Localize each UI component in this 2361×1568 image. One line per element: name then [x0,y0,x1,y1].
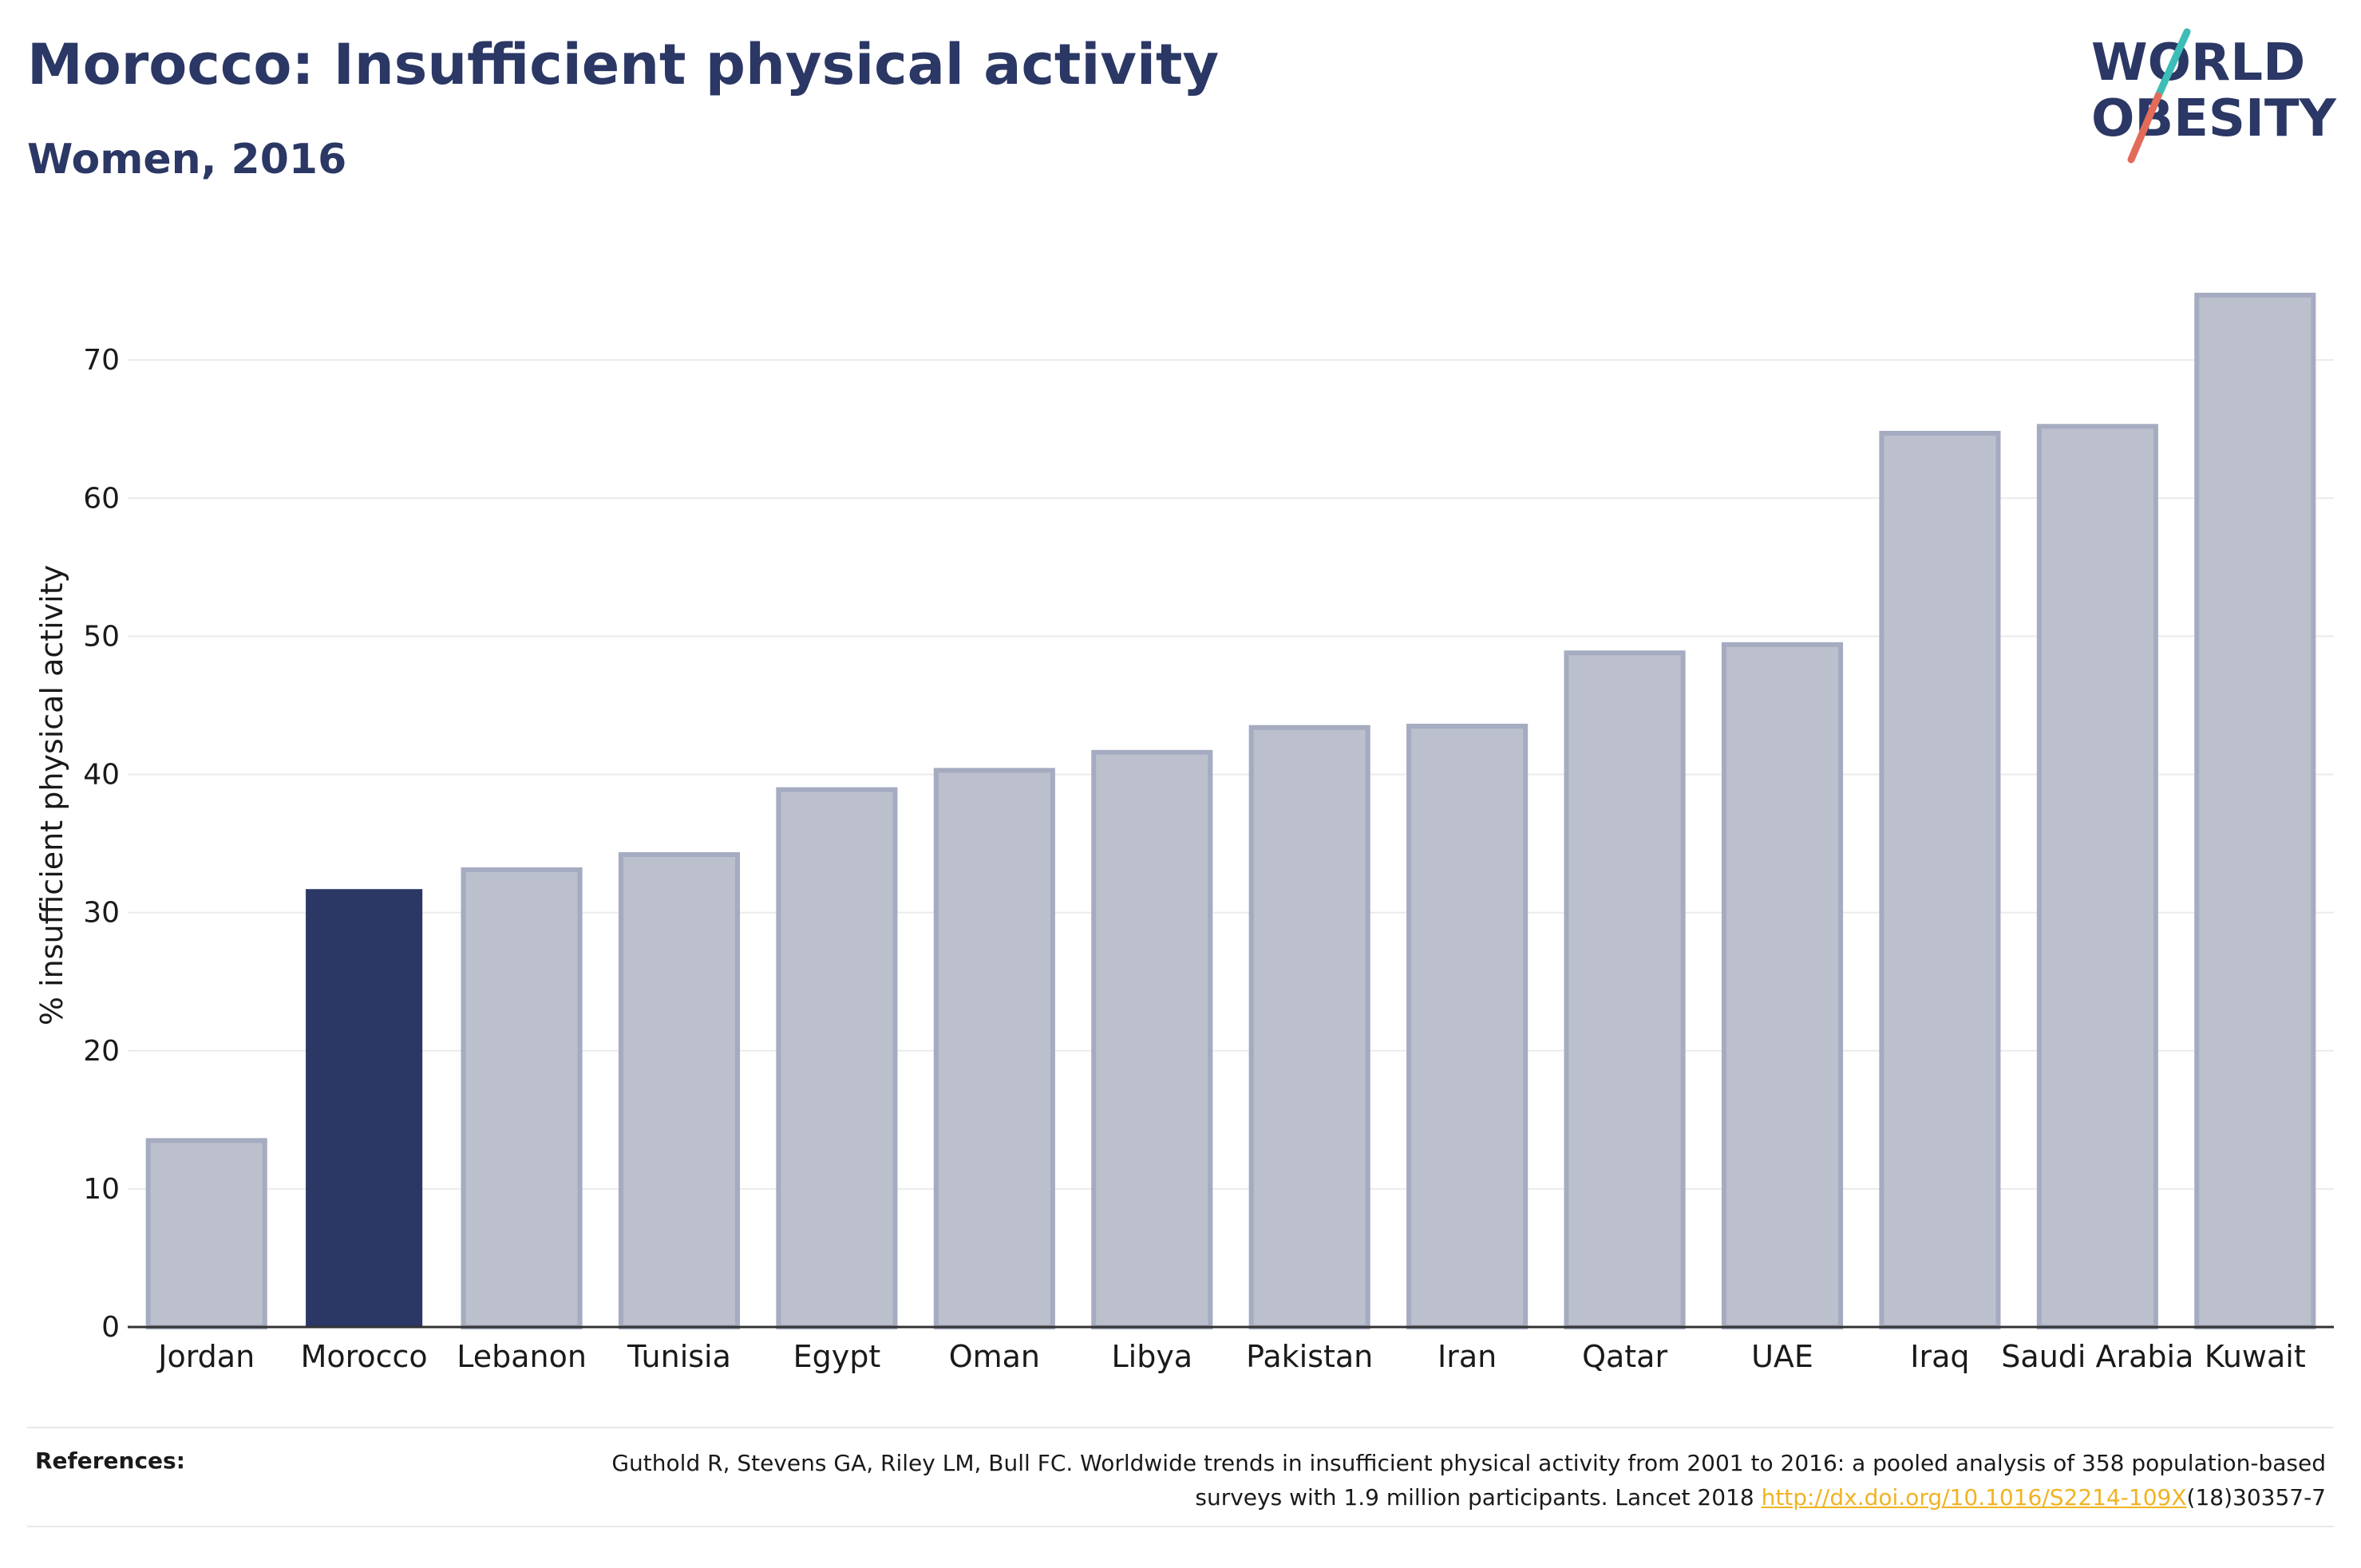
y-tick-label-70: 70 [83,344,120,377]
y-tick-label-0: 0 [101,1311,120,1344]
bar-morocco [306,889,423,1327]
bar-qatar [1564,650,1686,1329]
bar-chart: 0 10 20 30 40 50 60 70 % insufficient physical a… [34,292,2334,1374]
y-tick-label-50: 50 [83,620,120,653]
y-tick-label-20: 20 [83,1035,120,1068]
x-tick-label-tunisia: Tunisia [627,1339,731,1374]
chart-subtitle: Women, 2016 [27,136,347,184]
chart-title: Morocco: Insufficient physical activity [27,32,1220,97]
x-tick-label-jordan: Jordan [156,1339,255,1374]
bar-egypt [776,787,898,1329]
bar-tunisia [618,851,741,1330]
reference-citation: Guthold R, Stevens GA, Riley LM, Bull FC… [611,1450,2326,1511]
y-axis-label: % insufficient physical activity [34,565,69,1025]
x-tick-label-egypt: Egypt [793,1339,881,1374]
references-bottom-rule [27,1526,2334,1527]
bar-iran [1406,723,1529,1329]
x-tick-label-saudi-arabia: Saudi Arabia [2001,1339,2193,1374]
x-tick-label-oman: Oman [949,1339,1040,1374]
bar-iraq [1879,430,2001,1330]
references-top-rule [27,1427,2334,1428]
x-tick-label-iraq: Iraq [1910,1339,1969,1374]
x-tick-label-libya: Libya [1111,1339,1192,1374]
x-tick-label-morocco: Morocco [301,1339,428,1374]
bar-jordan [145,1138,267,1330]
x-tick-label-qatar: Qatar [1582,1339,1667,1374]
bar-uae [1721,642,1844,1329]
bar-lebanon [461,867,583,1330]
y-tick-label-60: 60 [83,482,120,515]
references-text: Guthold R, Stevens GA, Riley LM, Bull FC… [570,1446,2326,1515]
logo-slash-red [2127,92,2162,164]
x-tick-label-iran: Iran [1438,1339,1497,1374]
logo-slash-teal [2154,28,2191,100]
references-label: References: [35,1448,185,1474]
y-tick-label-30: 30 [83,897,120,930]
x-tick-label-lebanon: Lebanon [457,1339,587,1374]
bar-libya [1091,749,1213,1329]
bar-saudi-arabia [2036,424,2158,1329]
bar-kuwait [2194,292,2316,1329]
y-tick-label-10: 10 [83,1173,120,1206]
x-tick-label-uae: UAE [1751,1339,1813,1374]
logo-line-2: OBESITY [2091,89,2336,148]
reference-doi-link[interactable]: http://dx.doi.org/10.1016/S2214-109X [1761,1484,2187,1511]
x-tick-label-kuwait: Kuwait [2205,1339,2306,1374]
logo-line-1: WORLD [2091,34,2305,93]
bar-pakistan [1248,725,1370,1329]
y-tick-label-40: 40 [83,759,120,792]
x-tick-label-pakistan: Pakistan [1246,1339,1373,1374]
reference-citation-suffix: (18)30357-7 [2186,1484,2326,1511]
bar-oman [933,768,1055,1329]
world-obesity-logo: WORLD OBESITY [2091,28,2336,164]
